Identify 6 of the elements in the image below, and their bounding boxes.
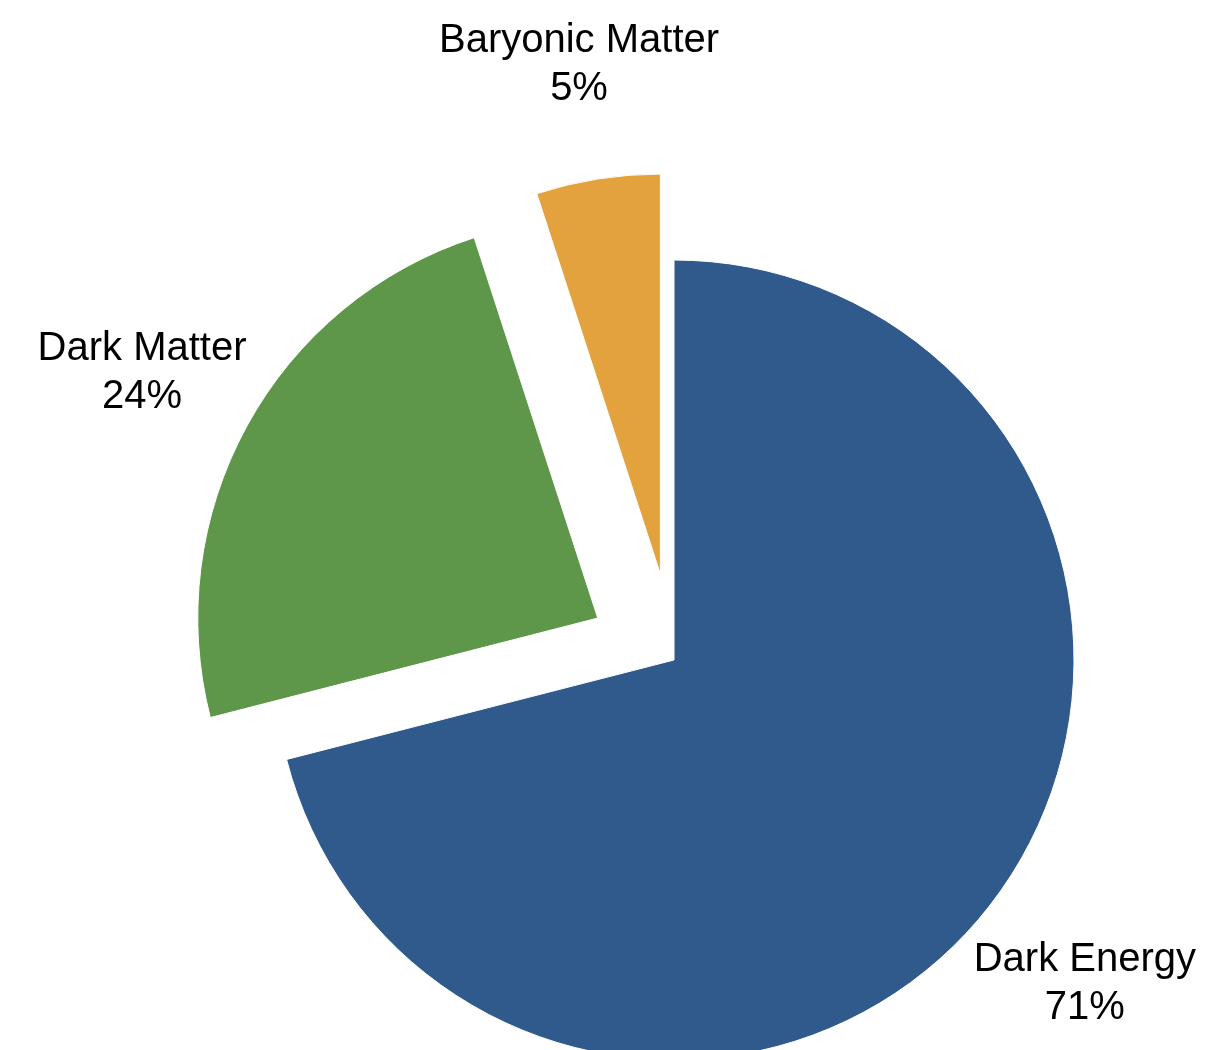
slice-label: Dark Energy — [973, 934, 1197, 979]
data-label: 71% — [1044, 982, 1125, 1027]
slice-label: Baryonic Matter — [438, 16, 720, 61]
slice-label: Dark Matter — [37, 323, 247, 368]
data-label: 24% — [102, 371, 183, 416]
data-label: 5% — [550, 64, 608, 109]
